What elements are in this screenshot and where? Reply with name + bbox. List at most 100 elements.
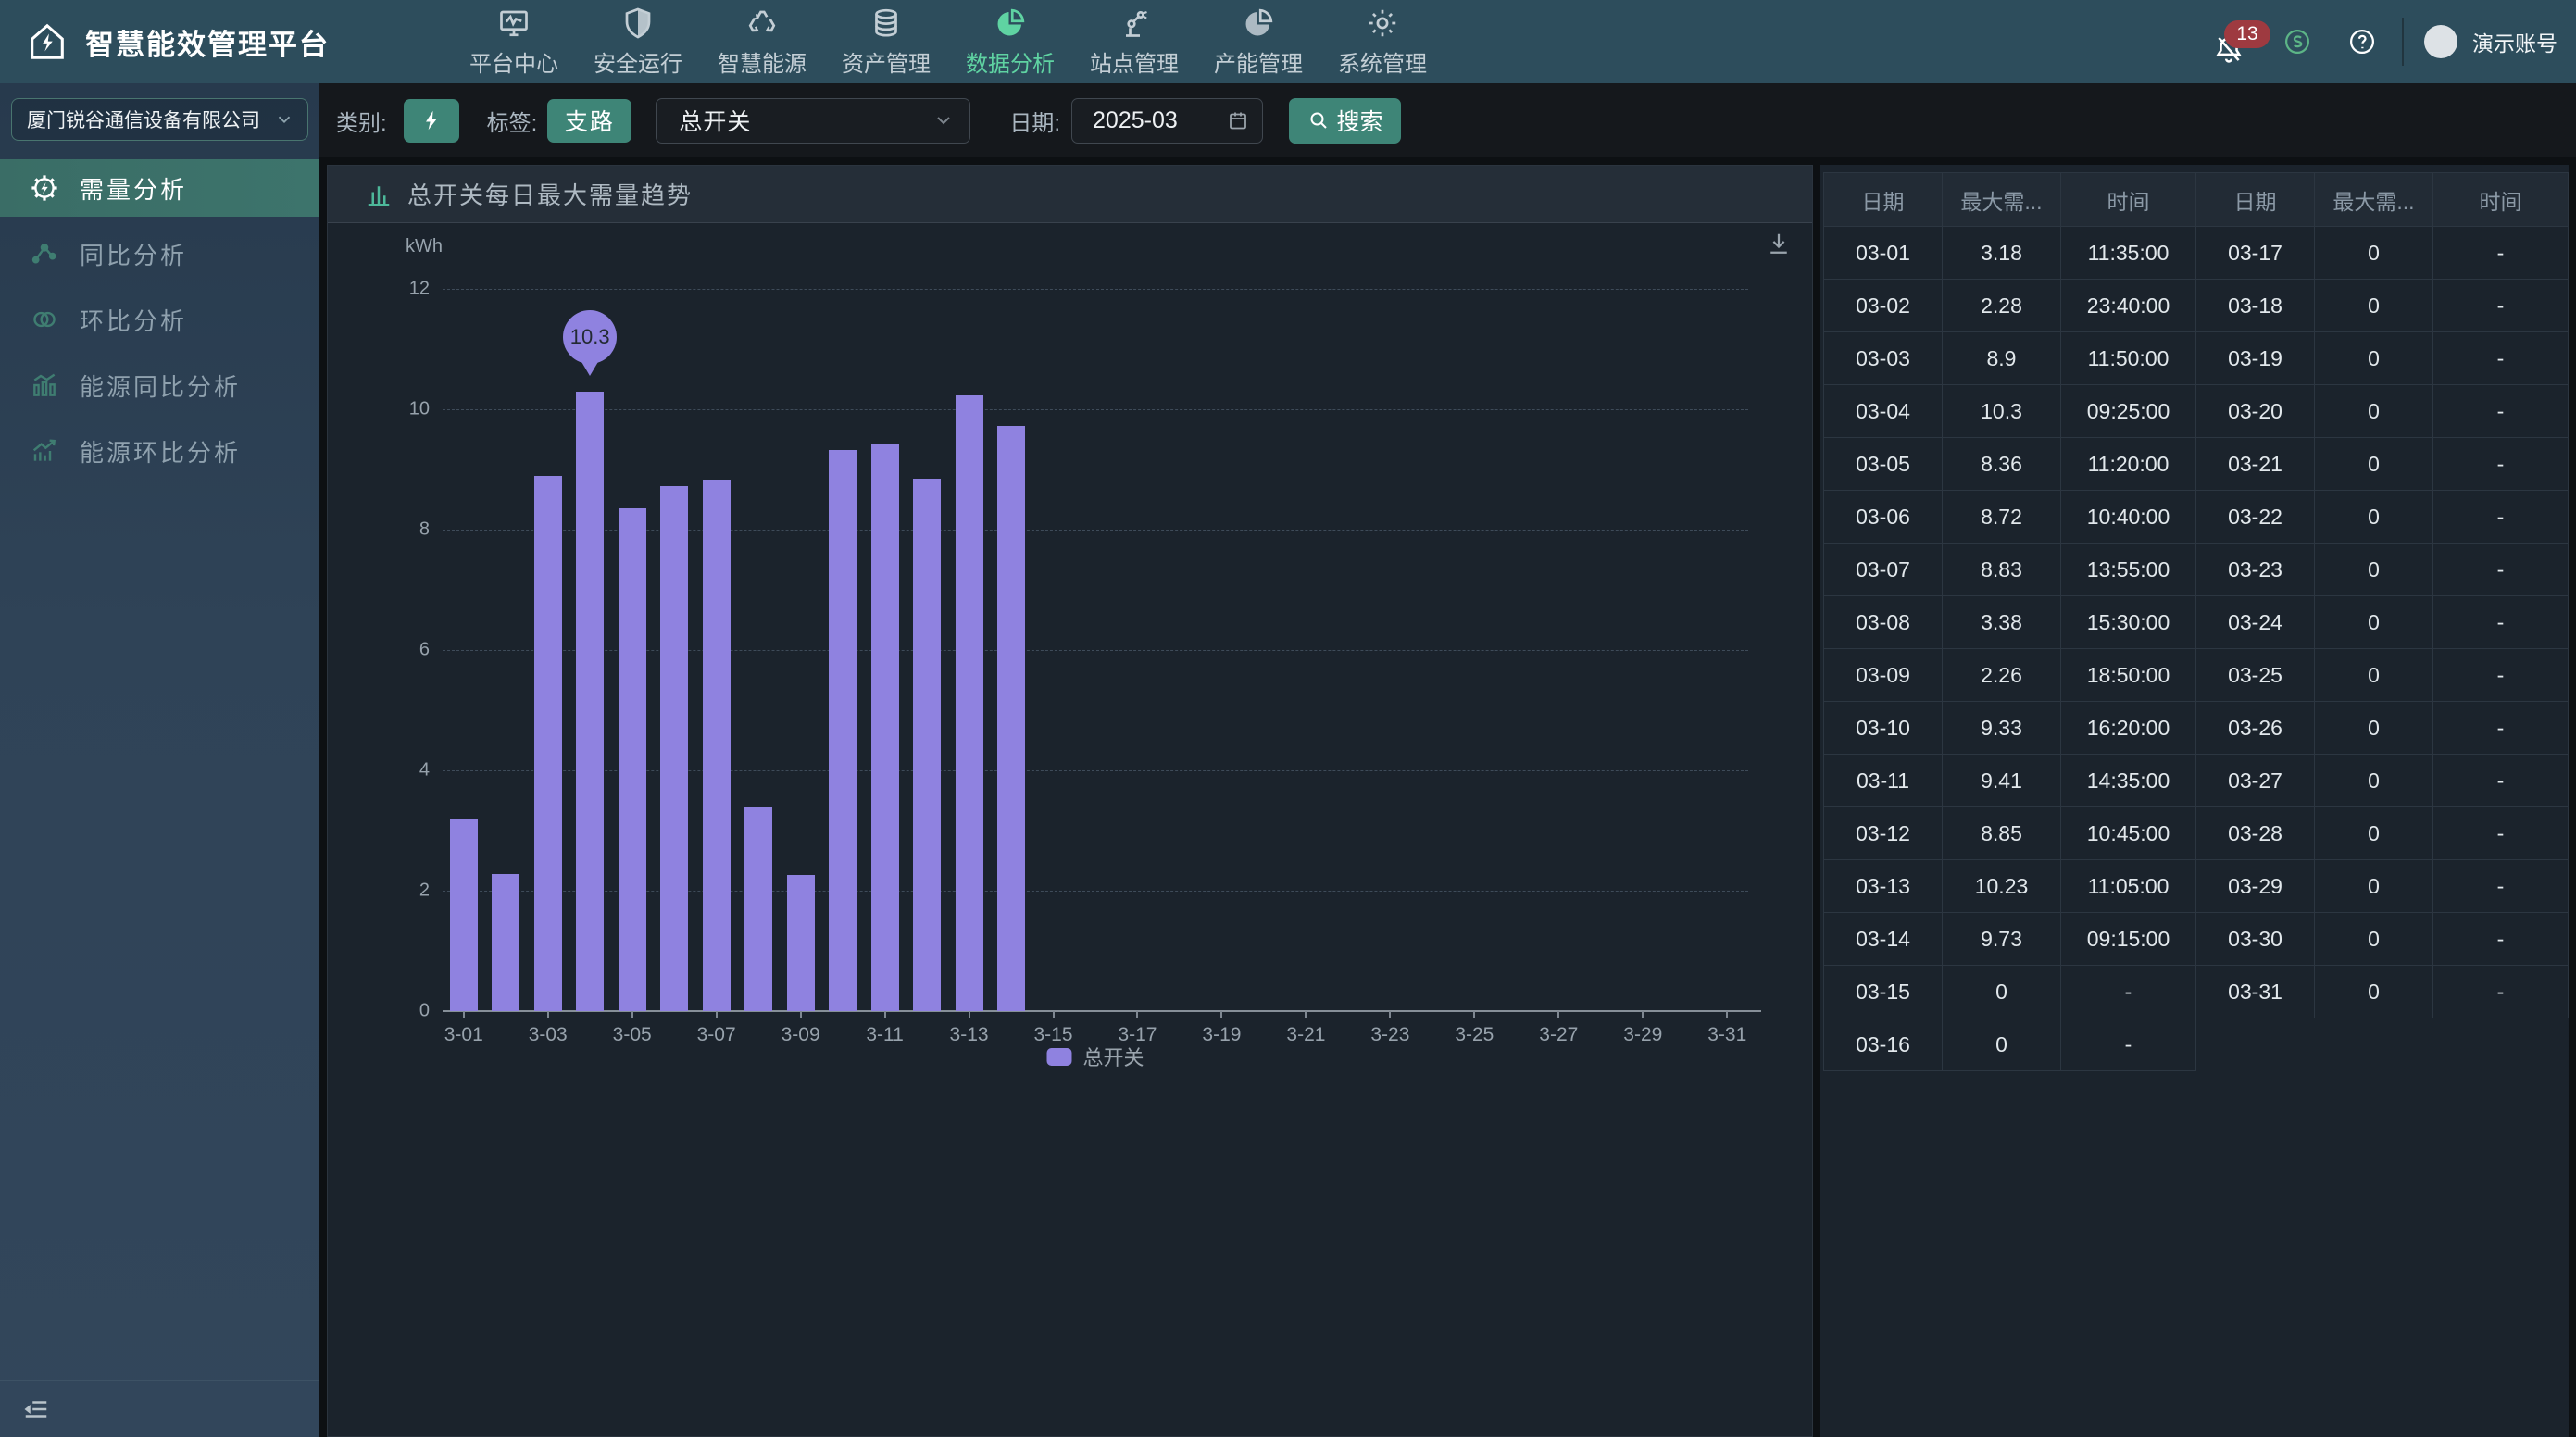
table-cell: 03-05 [1824, 438, 1943, 491]
table-cell: - [2433, 227, 2569, 280]
bar[interactable] [660, 486, 688, 1011]
demand-analysis-icon [30, 173, 59, 203]
tag-branch-button[interactable]: 支路 [547, 99, 631, 143]
sidebar-item-energy-yoy-analysis[interactable]: 能源同比分析 [0, 356, 319, 414]
calendar-icon [1227, 109, 1249, 131]
topnav-item-smart-energy[interactable]: 智慧能源 [717, 6, 807, 78]
table-cell: 18:50:00 [2061, 649, 2196, 702]
table-cell: 0 [2315, 649, 2433, 702]
table-cell: - [2433, 755, 2569, 807]
mom-analysis-icon [30, 305, 59, 334]
topnav-item-system-management[interactable]: 系统管理 [1337, 6, 1428, 78]
chart-legend[interactable]: 总开关 [1046, 1042, 1144, 1071]
y-tick-label: 6 [419, 640, 430, 661]
table-cell: 03-22 [2196, 491, 2315, 544]
gauge-icon[interactable] [2283, 28, 2311, 56]
bar[interactable] [534, 476, 562, 1012]
bar[interactable] [744, 807, 772, 1011]
bar[interactable] [576, 392, 604, 1012]
table-cell: 03-14 [1824, 913, 1943, 966]
bar[interactable] [997, 426, 1025, 1011]
topnav-item-data-analysis[interactable]: 数据分析 [965, 6, 1056, 78]
table-cell: 03-28 [2196, 807, 2315, 860]
table-row: 03-078.8313:55:0003-230- [1824, 544, 2569, 596]
x-tick-label: 3-07 [697, 1024, 736, 1046]
table-cell: - [2061, 1018, 2196, 1071]
x-tick-mark [1726, 1011, 1728, 1018]
brand: 智慧能效管理平台 [0, 20, 330, 63]
search-button[interactable]: 搜索 [1289, 98, 1401, 144]
category-electric-button[interactable] [404, 99, 459, 143]
bar[interactable] [787, 875, 815, 1011]
bar[interactable] [450, 819, 478, 1011]
energy-yoy-analysis-icon [30, 370, 59, 400]
bar[interactable] [829, 450, 857, 1011]
table-row: 03-150-03-310- [1824, 966, 2569, 1018]
legend-swatch [1046, 1048, 1071, 1066]
table-cell: 0 [2315, 807, 2433, 860]
user-name[interactable]: 演示账号 [2472, 26, 2557, 57]
table-cell: 14:35:00 [2061, 755, 2196, 807]
table-cell: 03-13 [1824, 860, 1943, 913]
sidebar-item-label: 能源同比分析 [80, 369, 241, 403]
topnav-item-safety-run[interactable]: 安全运行 [593, 6, 683, 78]
x-tick-mark [547, 1011, 549, 1018]
table-cell: 0 [2315, 596, 2433, 649]
table-row: 03-038.911:50:0003-190- [1824, 332, 2569, 385]
collapse-sidebar-icon[interactable] [22, 1395, 50, 1423]
bar[interactable] [956, 395, 983, 1011]
topnav-item-asset-management[interactable]: 资产管理 [841, 6, 932, 78]
y-axis-unit: kWh [406, 236, 443, 257]
table-cell: - [2433, 596, 2569, 649]
x-tick-label: 3-03 [529, 1024, 568, 1046]
sidebar-item-demand-analysis[interactable]: 需量分析 [0, 159, 319, 217]
table-header-row: 日期最大需...时间日期最大需...时间 [1824, 173, 2569, 227]
table-cell: 0 [2315, 385, 2433, 438]
table-header-cell: 最大需... [2315, 173, 2433, 227]
sidebar-item-label: 需量分析 [80, 171, 187, 206]
switch-select[interactable]: 总开关 [656, 98, 970, 144]
table-cell: 03-10 [1824, 702, 1943, 755]
table-cell: 8.85 [1943, 807, 2061, 860]
company-select[interactable]: 厦门锐谷通信设备有限公司 [11, 98, 308, 141]
topnav-item-site-management[interactable]: 站点管理 [1089, 6, 1180, 78]
date-label: 日期: [1009, 105, 1060, 137]
help-icon[interactable] [2348, 28, 2376, 56]
topnav-item-capacity-management[interactable]: 产能管理 [1213, 6, 1304, 78]
date-picker[interactable]: 2025-03 [1071, 98, 1263, 144]
table-row: 03-092.2618:50:0003-250- [1824, 649, 2569, 702]
table-row: 03-058.3611:20:0003-210- [1824, 438, 2569, 491]
notifications-button[interactable]: 13 [2213, 19, 2250, 65]
table-cell: 11:35:00 [2061, 227, 2196, 280]
table-cell: 0 [2315, 913, 2433, 966]
table-row: 03-013.1811:35:0003-170- [1824, 227, 2569, 280]
chart-title: 总开关每日最大需量趋势 [407, 177, 693, 211]
bar[interactable] [913, 479, 941, 1011]
sidebar-item-label: 同比分析 [80, 237, 187, 271]
sidebar-item-mom-analysis[interactable]: 环比分析 [0, 291, 319, 348]
topnav-item-label: 数据分析 [966, 45, 1055, 78]
table-cell: 10.3 [1943, 385, 2061, 438]
bar[interactable] [492, 874, 519, 1011]
topnav-item-label: 智慧能源 [718, 45, 807, 78]
category-label: 类别: [336, 105, 387, 137]
system-management-icon [1366, 6, 1399, 40]
bar[interactable] [703, 480, 731, 1011]
sidebar-item-yoy-analysis[interactable]: 同比分析 [0, 225, 319, 282]
sidebar-item-energy-mom-analysis[interactable]: 能源环比分析 [0, 422, 319, 480]
table-cell: 03-30 [2196, 913, 2315, 966]
table-cell: - [2433, 966, 2569, 1018]
app-logo-icon [26, 20, 69, 63]
table-cell: 11:50:00 [2061, 332, 2196, 385]
avatar[interactable] [2424, 25, 2457, 58]
date-value: 2025-03 [1093, 107, 1178, 134]
x-tick-mark [800, 1011, 802, 1018]
switch-select-value: 总开关 [679, 104, 751, 137]
topnav-item-platform-center[interactable]: 平台中心 [469, 6, 559, 78]
table-row: 03-0410.309:25:0003-200- [1824, 385, 2569, 438]
table-cell: 9.73 [1943, 913, 2061, 966]
table-cell: 03-12 [1824, 807, 1943, 860]
bar[interactable] [871, 444, 899, 1011]
download-icon[interactable] [1765, 231, 1793, 258]
bar[interactable] [619, 508, 646, 1011]
